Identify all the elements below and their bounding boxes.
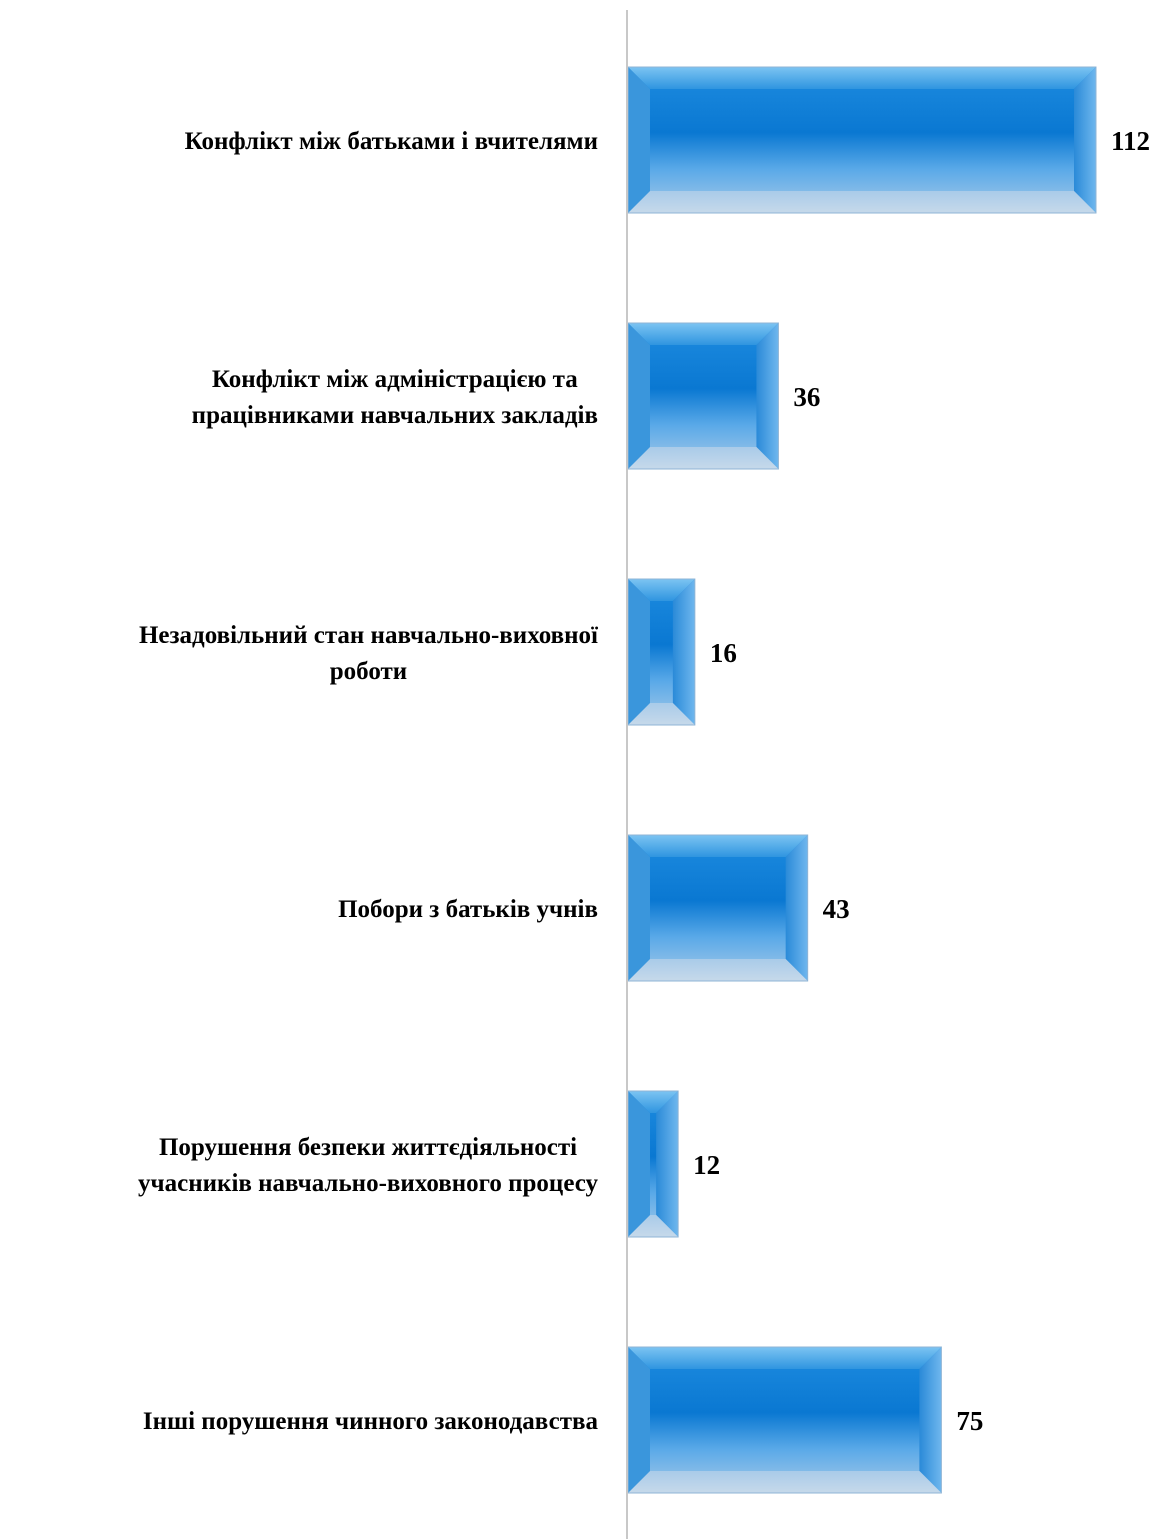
bar-bevel-bottom (628, 447, 779, 469)
category-label-line: учасників навчально-виховного процесу (138, 1170, 598, 1197)
category-label-line: Інші порушення чинного законодавства (143, 1408, 599, 1435)
category-label-line: Порушення безпеки життєдіяльності (159, 1134, 577, 1161)
category-label: Інші порушення чинного законодавства (143, 1408, 599, 1435)
bar-bevel-left (628, 579, 650, 725)
bar-bevel-right (919, 1347, 942, 1493)
bar-bevel-right (656, 1091, 679, 1237)
labels-layer: 112 Конфлікт між батьками і вчителями 36 Ко… (138, 126, 1150, 1436)
bar-bevel-right (785, 835, 808, 981)
category-label-line: Побори з батьків учнів (338, 896, 598, 923)
bar-face (628, 323, 779, 469)
bar-bevel-left (628, 323, 650, 469)
value-label: 112 (1111, 126, 1150, 156)
bar (627, 1090, 679, 1238)
bar-face (628, 835, 808, 981)
bar-bevel-top (628, 323, 779, 345)
bar (627, 322, 779, 470)
category-label: Незадовільний стан навчально-виховної роб… (139, 622, 599, 685)
category-label-line: Конфлікт між батьками і вчителями (185, 128, 598, 155)
value-label: 36 (793, 382, 820, 412)
bar-face (628, 1347, 942, 1493)
bar (627, 66, 1097, 214)
bar-bevel-left (628, 1091, 650, 1237)
bar (627, 578, 696, 726)
category-label: Конфлікт між адміністрацією та працівника… (192, 366, 598, 429)
value-label: 43 (823, 894, 850, 924)
bar-bevel-top (628, 67, 1096, 89)
bar-bevel-left (628, 835, 650, 981)
bar-bevel-bottom (628, 703, 695, 725)
value-label: 16 (710, 638, 737, 668)
bar-bevel-top (628, 579, 695, 601)
value-label: 12 (693, 1150, 720, 1180)
bar-bevel-left (628, 67, 650, 213)
bar-bevel-right (756, 323, 779, 469)
value-label: 75 (956, 1406, 983, 1436)
bar-bevel-top (628, 835, 808, 857)
category-label-line: роботи (330, 658, 407, 685)
bar (627, 1346, 942, 1494)
category-label-line: працівниками навчальних закладів (192, 402, 598, 429)
bars-layer (627, 66, 1097, 1494)
bar (627, 834, 809, 982)
bar-bevel-bottom (628, 959, 808, 981)
bar-bevel-top (628, 1091, 679, 1113)
category-label: Порушення безпеки життєдіяльності учасник… (138, 1134, 598, 1197)
bar-bevel-right (672, 579, 695, 725)
bar-bevel-bottom (628, 1215, 679, 1237)
bar-face (628, 67, 1096, 213)
category-label: Побори з батьків учнів (338, 896, 598, 923)
bar-bevel-bottom (628, 191, 1096, 213)
category-label-line: Конфлікт між адміністрацією та (212, 366, 578, 393)
bar-bevel-left (628, 1347, 650, 1493)
bar-bevel-right (1074, 67, 1096, 213)
category-label: Конфлікт між батьками і вчителями (185, 128, 598, 155)
bar-bevel-bottom (628, 1471, 942, 1493)
category-label-line: Незадовільний стан навчально-виховної (139, 622, 599, 649)
bar-bevel-top (628, 1347, 942, 1369)
